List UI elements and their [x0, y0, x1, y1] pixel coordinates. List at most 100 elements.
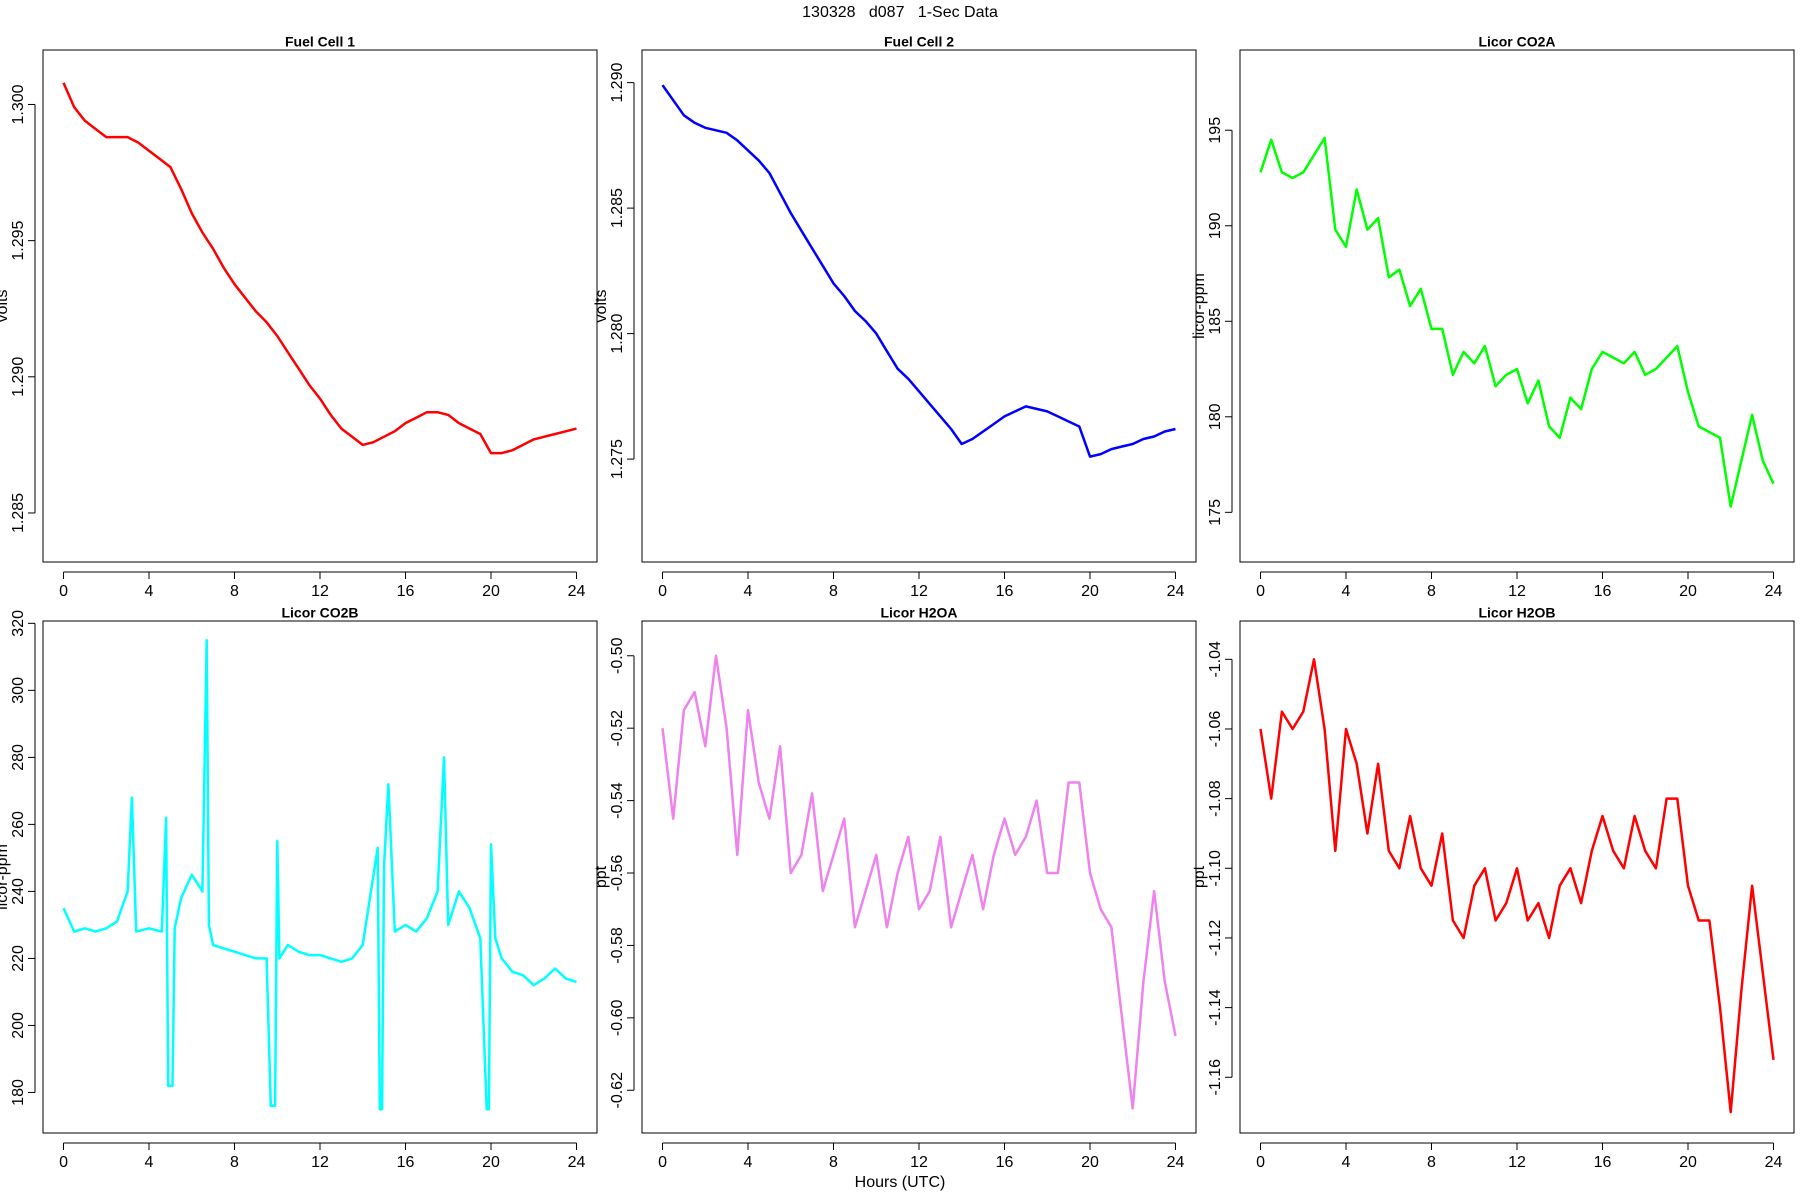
- y-tick-label: 1.295: [10, 221, 27, 261]
- y-tick-label: 1.275: [609, 439, 626, 479]
- y-tick-label: -0.52: [609, 710, 626, 747]
- plot-frame: [42, 620, 598, 1134]
- x-tick-label: 8: [829, 1154, 838, 1171]
- x-tick-label: 0: [1256, 583, 1265, 600]
- x-tick-label: 8: [230, 583, 239, 600]
- x-tick-label: 20: [1679, 1154, 1697, 1171]
- x-axis-label: Hours (UTC): [855, 1174, 946, 1191]
- x-tick-label: 8: [230, 1154, 239, 1171]
- x-tick-label: 20: [1679, 583, 1697, 600]
- x-tick-label: 4: [744, 583, 753, 600]
- x-tick-label: 4: [744, 1154, 753, 1171]
- y-tick-label: 1.290: [609, 63, 626, 103]
- y-axis-label: volts: [593, 290, 610, 323]
- x-tick-label: 0: [1256, 1154, 1265, 1171]
- panel-title: Licor CO2A: [1478, 34, 1555, 50]
- y-tick-label: 185: [1207, 308, 1224, 335]
- y-tick-label: 200: [10, 1012, 27, 1039]
- figure-title: 130328 d087 1-Sec Data: [802, 4, 998, 21]
- x-tick-label: 0: [658, 583, 667, 600]
- y-tick-label: 240: [10, 878, 27, 905]
- series-line: [1259, 136, 1775, 508]
- x-tick-label: 16: [397, 1154, 415, 1171]
- x-tick-label: 8: [1427, 1154, 1436, 1171]
- y-tick-label: -0.62: [609, 1072, 626, 1109]
- x-tick-label: 16: [996, 583, 1014, 600]
- x-tick-label: 8: [1427, 583, 1436, 600]
- x-tick-label: 0: [658, 1154, 667, 1171]
- x-tick-label: 20: [482, 1154, 500, 1171]
- panel-title: Fuel Cell 2: [884, 34, 954, 50]
- y-axis-label: ppt: [1191, 865, 1208, 888]
- y-axis-label: licor-ppm: [1191, 273, 1208, 339]
- y-tick-label: -0.60: [609, 1000, 626, 1037]
- y-tick-label: 280: [10, 744, 27, 771]
- y-tick-label: 220: [10, 945, 27, 972]
- y-tick-label: 320: [10, 610, 27, 637]
- plot-frame: [641, 49, 1197, 563]
- y-tick-label: -0.54: [609, 782, 626, 819]
- x-tick-label: 12: [1508, 1154, 1526, 1171]
- series-line: [62, 82, 577, 455]
- y-tick-label: 1.285: [10, 493, 27, 533]
- y-tick-label: 1.290: [10, 357, 27, 397]
- panel-title: Fuel Cell 1: [285, 34, 355, 50]
- series-line: [661, 84, 1176, 458]
- x-tick-label: 0: [59, 583, 68, 600]
- x-tick-label: 4: [1342, 583, 1351, 600]
- series-line: [661, 654, 1177, 1110]
- y-tick-label: -0.56: [609, 855, 626, 892]
- plot-frame: [42, 49, 598, 563]
- plot-frame: [1239, 620, 1795, 1134]
- x-tick-label: 24: [1167, 583, 1185, 600]
- x-tick-label: 16: [1594, 583, 1612, 600]
- x-tick-label: 20: [1081, 1154, 1099, 1171]
- x-tick-label: 16: [996, 1154, 1014, 1171]
- x-tick-label: 12: [1508, 583, 1526, 600]
- x-tick-label: 24: [1765, 1154, 1783, 1171]
- y-tick-label: -1.12: [1207, 920, 1224, 957]
- y-tick-label: 180: [10, 1079, 27, 1106]
- x-tick-label: 24: [568, 583, 586, 600]
- y-tick-label: 1.300: [10, 84, 27, 124]
- x-tick-label: 24: [1167, 1154, 1185, 1171]
- x-tick-label: 4: [1342, 1154, 1351, 1171]
- y-tick-label: 195: [1207, 117, 1224, 144]
- y-tick-label: 180: [1207, 403, 1224, 430]
- x-tick-label: 20: [1081, 583, 1099, 600]
- y-tick-label: 1.280: [609, 313, 626, 353]
- y-tick-label: -1.08: [1207, 780, 1224, 817]
- x-tick-label: 12: [910, 583, 928, 600]
- y-tick-label: -1.04: [1207, 641, 1224, 678]
- x-tick-label: 16: [397, 583, 415, 600]
- y-axis-label: volts: [0, 290, 11, 323]
- panel-title: Licor H2OA: [880, 605, 957, 621]
- x-tick-label: 12: [311, 583, 329, 600]
- y-tick-label: 300: [10, 677, 27, 704]
- panel-title: Licor CO2B: [281, 605, 358, 621]
- x-tick-label: 4: [145, 1154, 154, 1171]
- y-axis-label: ppt: [593, 865, 610, 888]
- y-tick-label: -1.16: [1207, 1059, 1224, 1096]
- plot-frame: [1239, 49, 1795, 563]
- y-tick-label: 190: [1207, 212, 1224, 239]
- x-tick-label: 12: [910, 1154, 928, 1171]
- y-tick-label: -1.10: [1207, 850, 1224, 887]
- x-tick-label: 12: [311, 1154, 329, 1171]
- x-tick-label: 24: [1765, 583, 1783, 600]
- x-tick-label: 16: [1594, 1154, 1612, 1171]
- panel-title: Licor H2OB: [1478, 605, 1555, 621]
- y-tick-label: 1.285: [609, 188, 626, 228]
- x-tick-label: 4: [145, 583, 154, 600]
- series-line: [1259, 658, 1775, 1114]
- y-tick-label: -1.06: [1207, 711, 1224, 748]
- y-tick-label: 260: [10, 811, 27, 838]
- x-tick-label: 8: [829, 583, 838, 600]
- x-tick-label: 20: [482, 583, 500, 600]
- y-tick-label: 175: [1207, 499, 1224, 526]
- y-tick-label: -0.50: [609, 637, 626, 674]
- y-tick-label: -1.14: [1207, 989, 1224, 1026]
- y-tick-label: -0.58: [609, 927, 626, 964]
